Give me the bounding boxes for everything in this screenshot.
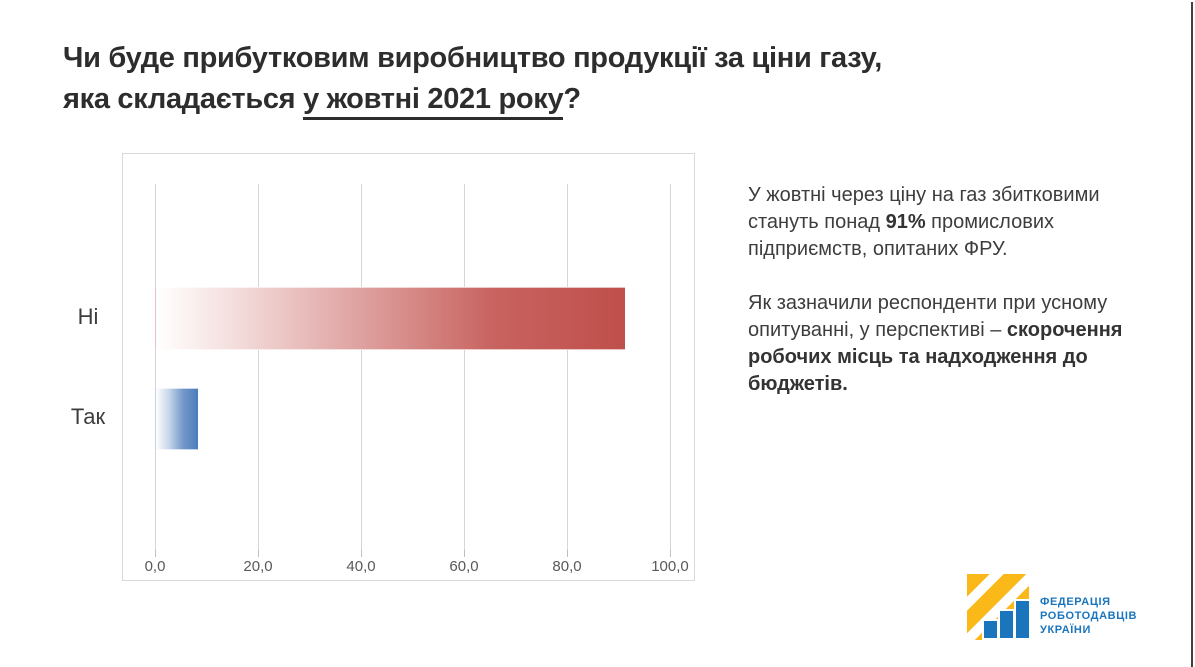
logo-text-line1: ФЕДЕРАЦІЯ — [1040, 596, 1111, 608]
x-axis-tick-40 — [361, 550, 362, 557]
fru-logo-icon — [967, 574, 1029, 640]
commentary-paragraph-1: У жовтні через ціну на газ збитковими ст… — [748, 182, 1148, 263]
gridline-40 — [361, 184, 362, 550]
gridline-0 — [155, 184, 156, 550]
p2-text: Як зазначили респонденти при усному опит… — [748, 292, 1108, 341]
window-right-edge-line — [1191, 2, 1193, 667]
bar-no — [155, 287, 627, 350]
x-tick-label-0: 0,0 — [144, 558, 166, 575]
x-axis-tick-20 — [258, 550, 259, 557]
x-axis-tick-80 — [567, 550, 568, 557]
p1-bold-value: 91% — [885, 211, 926, 233]
x-axis-tick-60 — [464, 550, 465, 557]
commentary-paragraph-2: Як зазначили респонденти при усному опит… — [748, 290, 1148, 398]
x-tick-label-60: 60,0 — [449, 558, 479, 575]
x-tick-label-80: 80,0 — [552, 558, 582, 575]
fru-logo-text: ФЕДЕРАЦІЯ РОБОТОДАВЦІВ УКРАЇНИ — [1040, 595, 1137, 637]
fru-logo: ФЕДЕРАЦІЯ РОБОТОДАВЦІВ УКРАЇНИ — [967, 574, 1167, 644]
x-tick-label-40: 40,0 — [346, 558, 376, 575]
title-line1: Чи буде прибутковим виробництво продукці… — [63, 42, 882, 74]
p1-text-after: промислових підприємств, опитаних ФРУ. — [748, 211, 1054, 260]
x-tick-label-20: 20,0 — [243, 558, 273, 575]
slide-title: Чи буде прибутковим виробництво продукці… — [63, 38, 1153, 120]
x-axis-tick-100 — [670, 550, 671, 557]
category-label-yes: Так — [70, 404, 106, 429]
gridline-100 — [670, 184, 671, 550]
p2-bold-phrase: скорочення робочих місць та надходження … — [748, 319, 1123, 395]
gridline-80 — [567, 184, 568, 550]
title-question-mark: ? — [563, 83, 581, 115]
p1-text: У жовтні через ціну на газ збитковими ст… — [748, 184, 1100, 233]
bar-yes — [155, 388, 199, 450]
gridline-60 — [464, 184, 465, 550]
gridline-20 — [258, 184, 259, 550]
logo-text-line2: РОБОТОДАВЦІВ — [1040, 610, 1138, 622]
logo-bar-medium — [1000, 611, 1013, 638]
category-label-no: Ні — [77, 304, 99, 329]
logo-text-line3: УКРАЇНИ — [1040, 624, 1091, 636]
x-tick-label-100: 100,0 — [651, 558, 689, 575]
x-axis-tick-0 — [155, 550, 156, 557]
title-line2-prefix: яка складається — [63, 83, 304, 115]
title-underlined-phrase: у жовтні 2021 року — [303, 83, 564, 120]
bar-chart: 0,0 20,0 40,0 60,0 80,0 100,0 — [122, 153, 695, 581]
commentary-text: У жовтні через ціну на газ збитковими ст… — [748, 182, 1148, 398]
logo-bar-small — [984, 621, 997, 638]
logo-bar-large — [1016, 601, 1029, 638]
